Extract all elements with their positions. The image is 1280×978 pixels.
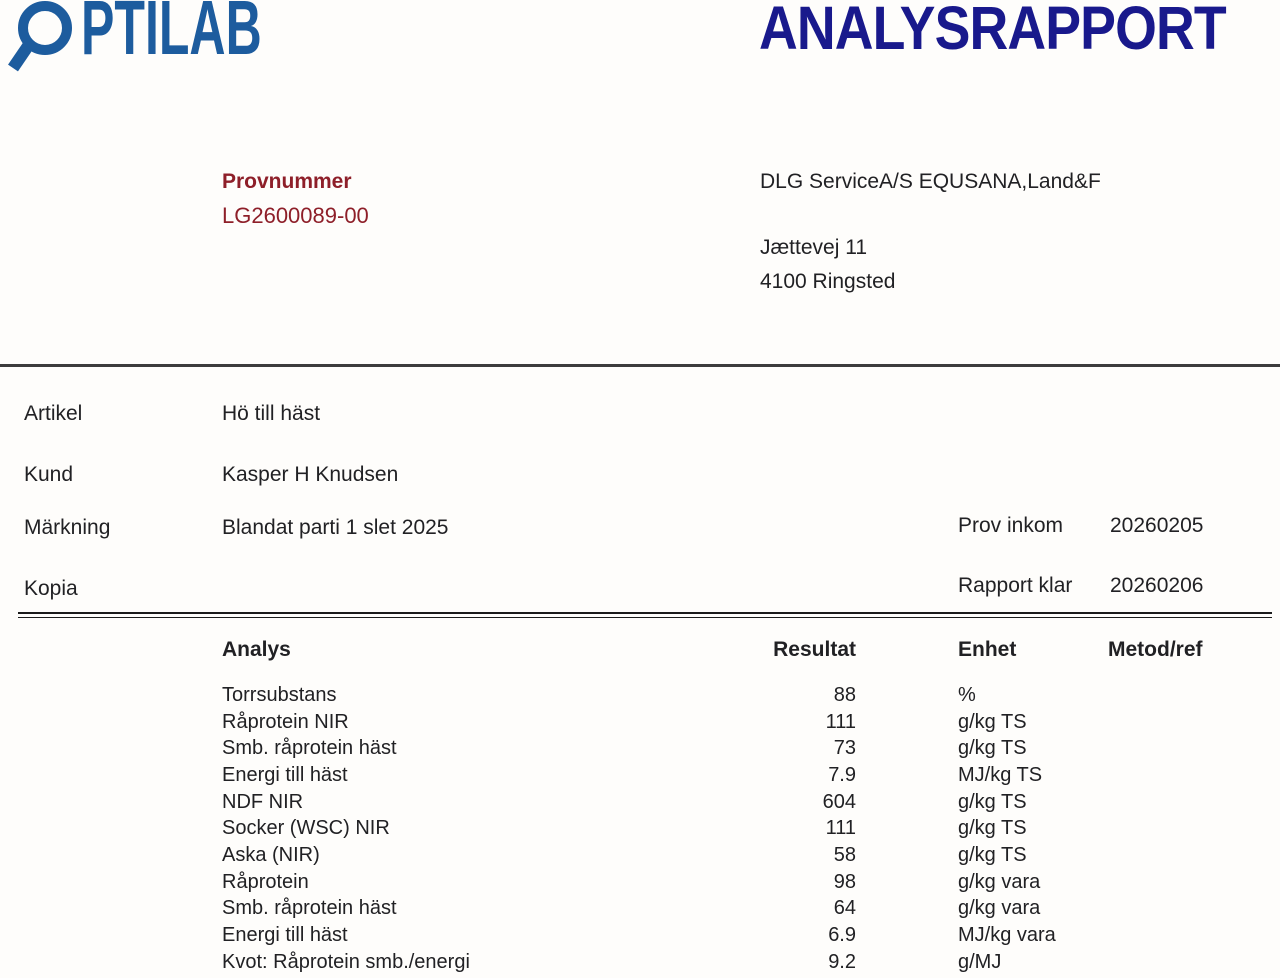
date-label: Prov inkom bbox=[958, 514, 1064, 537]
analysis-name: Smb. råprotein häst bbox=[222, 897, 397, 920]
analysis-name: Smb. råprotein häst bbox=[222, 737, 397, 760]
sample-number-value: LG2600089-00 bbox=[222, 203, 369, 228]
column-header-resultat: Resultat bbox=[773, 638, 856, 661]
result-value: 58 bbox=[833, 843, 856, 866]
result-value: 9.2 bbox=[828, 950, 856, 973]
table-row: Socker (WSC) NIR 111 g/kg TS bbox=[0, 817, 1280, 844]
field-row: Artikel Hö till häst bbox=[0, 402, 1280, 428]
field-value: Hö till häst bbox=[222, 402, 321, 425]
unit-value: MJ/kg vara bbox=[958, 923, 1056, 946]
table-row: NDF NIR 604 g/kg TS bbox=[0, 791, 1280, 818]
field-label: Märkning bbox=[24, 516, 111, 539]
unit-value: % bbox=[958, 684, 976, 706]
field-label: Artikel bbox=[24, 402, 83, 425]
analysis-name: NDF NIR bbox=[222, 790, 304, 813]
table-row: Torrsubstans 88 % bbox=[0, 684, 1280, 711]
divider-line-top bbox=[0, 364, 1280, 367]
date-value: 20260206 bbox=[1110, 574, 1204, 597]
result-value: 64 bbox=[833, 897, 856, 920]
analysis-name: Torrsubstans bbox=[222, 684, 337, 706]
result-value: 6.9 bbox=[828, 923, 856, 946]
date-label: Rapport klar bbox=[958, 574, 1073, 597]
field-row: Kund Kasper H Knudsen bbox=[0, 463, 1280, 489]
column-header-metodref: Metod/ref bbox=[1108, 638, 1203, 661]
recipient-name: DLG ServiceA/S EQUSANA,Land&F bbox=[760, 170, 1101, 193]
field-label: Kund bbox=[24, 463, 74, 486]
field-label: Kopia bbox=[24, 577, 78, 600]
table-row: Smb. råprotein häst 73 g/kg TS bbox=[0, 737, 1280, 764]
table-header-row: Analys Resultat Enhet Metod/ref bbox=[0, 638, 1280, 665]
field-value: Kasper H Knudsen bbox=[222, 463, 399, 486]
unit-value: g/kg vara bbox=[958, 897, 1041, 920]
result-value: 7.9 bbox=[828, 763, 856, 786]
optilab-logo: PTILAB bbox=[4, 0, 304, 90]
result-value: 111 bbox=[825, 710, 856, 733]
date-value: 20260205 bbox=[1110, 514, 1204, 537]
field-row: Märkning Blandat parti 1 slet 2025 bbox=[0, 516, 1280, 542]
unit-value: g/MJ bbox=[958, 950, 1002, 973]
unit-value: g/kg TS bbox=[958, 817, 1027, 840]
table-row: Kvot: Råprotein smb./energi 9.2 g/MJ bbox=[0, 951, 1280, 978]
unit-value: g/kg TS bbox=[958, 843, 1027, 866]
table-row: Aska (NIR) 58 g/kg TS bbox=[0, 844, 1280, 871]
magnifying-glass-icon bbox=[8, 1, 72, 72]
result-value: 111 bbox=[825, 817, 856, 840]
table-row: Råprotein 98 g/kg vara bbox=[0, 871, 1280, 898]
unit-value: MJ/kg TS bbox=[958, 763, 1043, 786]
analysis-name: Energi till häst bbox=[222, 763, 348, 786]
column-header-enhet: Enhet bbox=[958, 638, 1017, 661]
recipient-street: Jættevej 11 bbox=[760, 236, 867, 259]
field-row: Kopia bbox=[0, 577, 1280, 603]
unit-value: g/kg vara bbox=[958, 870, 1041, 893]
table-row: Smb. råprotein häst 64 g/kg vara bbox=[0, 897, 1280, 924]
report-title: ANALYSRAPPORT bbox=[759, 0, 1227, 62]
result-value: 88 bbox=[833, 684, 856, 706]
unit-value: g/kg TS bbox=[958, 790, 1027, 813]
table-row: Energi till häst 7.9 MJ/kg TS bbox=[0, 764, 1280, 791]
result-value: 604 bbox=[822, 790, 856, 813]
analysis-name: Socker (WSC) NIR bbox=[222, 817, 390, 840]
table-row: Energi till häst 6.9 MJ/kg vara bbox=[0, 924, 1280, 951]
divider-line-double bbox=[18, 612, 1272, 618]
date-row: Rapport klar 20260206 bbox=[0, 574, 1280, 600]
analysis-name: Råprotein bbox=[222, 870, 309, 893]
result-value: 98 bbox=[833, 870, 856, 893]
result-value: 73 bbox=[833, 737, 856, 760]
field-value: Blandat parti 1 slet 2025 bbox=[222, 516, 449, 539]
table-row: Råprotein NIR 111 g/kg TS bbox=[0, 711, 1280, 738]
date-row: Prov inkom 20260205 bbox=[0, 514, 1280, 540]
analysis-name: Energi till häst bbox=[222, 923, 348, 946]
analysis-name: Råprotein NIR bbox=[222, 710, 349, 733]
analysis-name: Aska (NIR) bbox=[222, 843, 320, 866]
column-header-analys: Analys bbox=[222, 638, 291, 661]
logo-text: PTILAB bbox=[81, 0, 262, 71]
recipient-city: 4100 Ringsted bbox=[760, 270, 896, 293]
unit-value: g/kg TS bbox=[958, 710, 1027, 733]
analysis-name: Kvot: Råprotein smb./energi bbox=[222, 950, 470, 973]
sample-number-label: Provnummer bbox=[222, 170, 352, 193]
unit-value: g/kg TS bbox=[958, 737, 1027, 760]
